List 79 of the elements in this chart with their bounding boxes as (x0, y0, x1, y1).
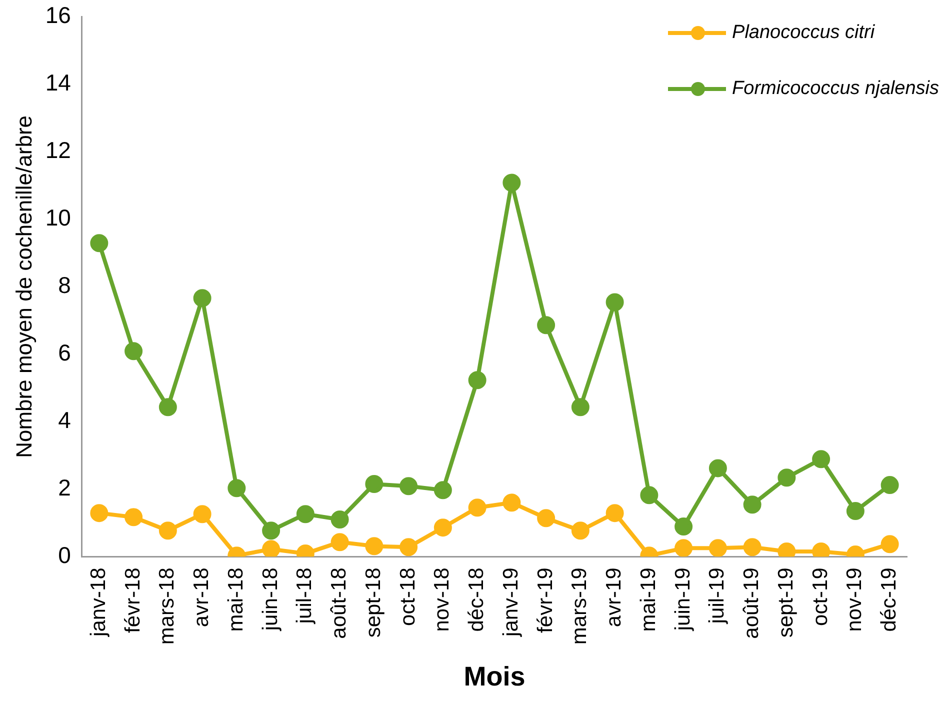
point (743, 496, 762, 514)
x-tick-label: oct-19 (808, 568, 832, 626)
point (640, 486, 658, 504)
point (296, 505, 314, 524)
x-tick-label: sept-18 (362, 568, 385, 638)
point (571, 522, 590, 540)
y-axis-title: Nombre moyen de cochenille/arbre (11, 115, 36, 458)
point (193, 289, 212, 308)
point (330, 533, 349, 552)
legend-label: Formicococcus njalensis (732, 78, 939, 100)
point (812, 450, 830, 468)
x-tick-label: mai-19 (636, 568, 660, 632)
point (708, 459, 727, 478)
point (90, 504, 108, 522)
point (158, 398, 177, 416)
point (158, 522, 177, 540)
point (674, 539, 693, 557)
point (502, 494, 521, 512)
point (708, 539, 727, 557)
point (778, 468, 796, 487)
y-tick-label: 6 (58, 340, 71, 366)
x-tick-label: oct-18 (396, 568, 420, 626)
x-tick-label: déc-19 (878, 568, 901, 632)
legend-label: Planococcus citri (732, 22, 875, 44)
x-tick-label: févr-18 (121, 568, 144, 633)
point (502, 174, 521, 192)
x-tick-label: nov-19 (843, 568, 866, 632)
x-tick-label: nov-18 (430, 568, 454, 632)
point (262, 522, 280, 540)
point (571, 398, 590, 416)
point (434, 481, 452, 500)
y-tick-label: 16 (45, 2, 71, 28)
point (880, 476, 899, 494)
point (606, 293, 624, 312)
x-tick-label: avr-18 (190, 568, 214, 628)
point (90, 234, 108, 252)
y-tick-label: 4 (58, 406, 72, 433)
x-tick-label: mai-18 (224, 568, 248, 632)
point (124, 342, 143, 360)
point (400, 538, 418, 556)
point (400, 477, 418, 496)
point (743, 538, 762, 556)
x-tick-label: août-18 (328, 568, 351, 639)
point (537, 316, 556, 334)
point (606, 504, 624, 522)
x-tick-label: déc-18 (465, 568, 488, 632)
point (228, 479, 246, 498)
point (124, 508, 143, 526)
point (193, 505, 212, 524)
point (330, 510, 349, 528)
x-tick-label: sept-19 (774, 568, 798, 638)
point (674, 518, 693, 536)
x-tick-label: juin-18 (258, 568, 282, 632)
x-tick-label: janv-19 (499, 568, 522, 638)
x-axis-title: Mois (464, 661, 526, 692)
point (262, 540, 280, 557)
point (846, 502, 864, 520)
point (365, 475, 384, 494)
y-tick-label: 10 (45, 204, 71, 231)
x-tick-label: août-19 (740, 568, 764, 639)
point (365, 537, 384, 556)
x-tick-label: juil-19 (706, 568, 729, 625)
x-tick-label: mars-18 (156, 568, 179, 645)
y-tick-label: 0 (58, 542, 71, 568)
y-tick-label: 14 (45, 70, 72, 96)
y-tick-label: 12 (45, 137, 71, 164)
x-tick-label: avr-19 (602, 568, 626, 628)
x-tick-label: janv-18 (86, 568, 110, 638)
x-tick-label: mars-19 (568, 568, 592, 645)
point (468, 498, 486, 517)
point (880, 535, 899, 554)
y-tick-label: 2 (58, 474, 71, 500)
y-tick-label: 8 (58, 272, 71, 298)
x-tick-label: févr-19 (534, 568, 557, 633)
x-tick-label: juil-18 (293, 568, 316, 625)
x-tick-label: juin-19 (671, 568, 694, 632)
point (468, 371, 486, 390)
point (434, 518, 452, 537)
point (537, 509, 556, 528)
